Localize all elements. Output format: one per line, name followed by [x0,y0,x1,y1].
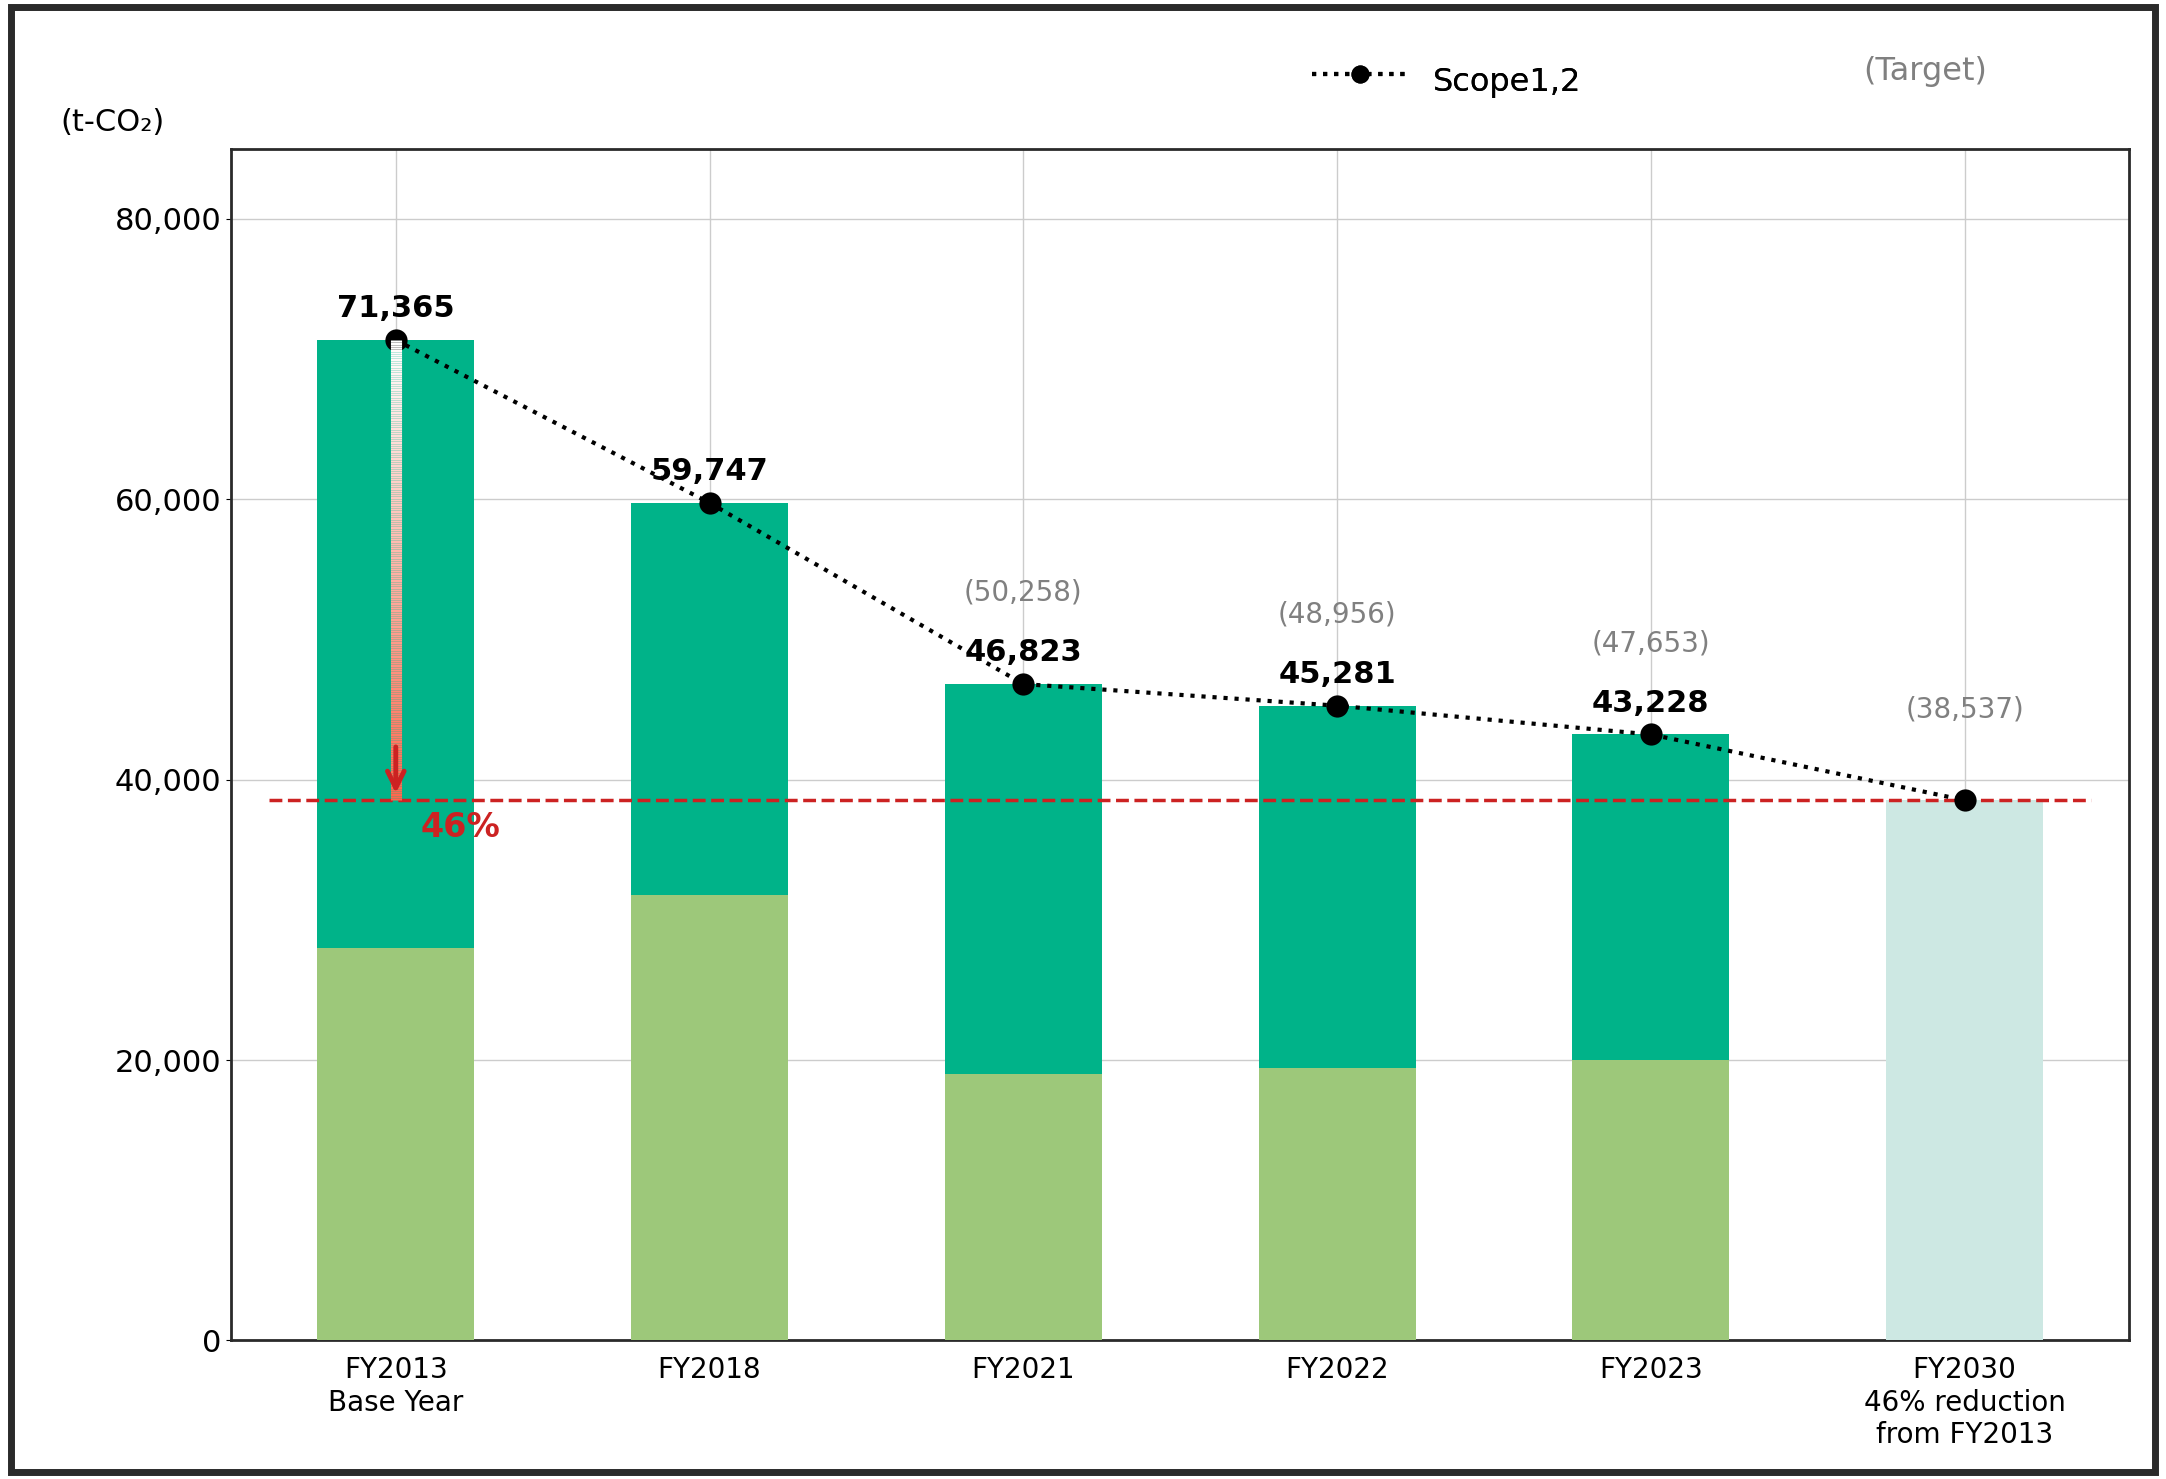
Bar [318,948,474,1340]
Text: 59,747: 59,747 [650,457,769,487]
Text: (47,653): (47,653) [1592,630,1711,657]
Text: 43,228: 43,228 [1592,689,1709,717]
Text: (50,258): (50,258) [964,578,1083,606]
Bar [944,1074,1102,1340]
Text: (48,956): (48,956) [1278,600,1397,629]
Bar [944,685,1102,1074]
Bar [1573,1060,1728,1340]
Legend: Scope1,2: Scope1,2 [1313,58,1581,104]
Text: (t-CO₂): (t-CO₂) [61,108,165,138]
Bar [1573,735,1728,1060]
Bar [318,340,474,948]
Bar [1258,1068,1417,1340]
Text: 46,823: 46,823 [964,639,1083,667]
Bar [630,503,788,895]
Bar [630,895,788,1340]
Bar [1887,800,2043,1340]
Text: (38,537): (38,537) [1906,695,2023,723]
Text: 71,365: 71,365 [338,294,455,324]
Bar [1258,705,1417,1068]
Text: 45,281: 45,281 [1278,660,1395,689]
Text: (Target): (Target) [1863,56,1988,87]
Text: 46%: 46% [420,812,500,845]
